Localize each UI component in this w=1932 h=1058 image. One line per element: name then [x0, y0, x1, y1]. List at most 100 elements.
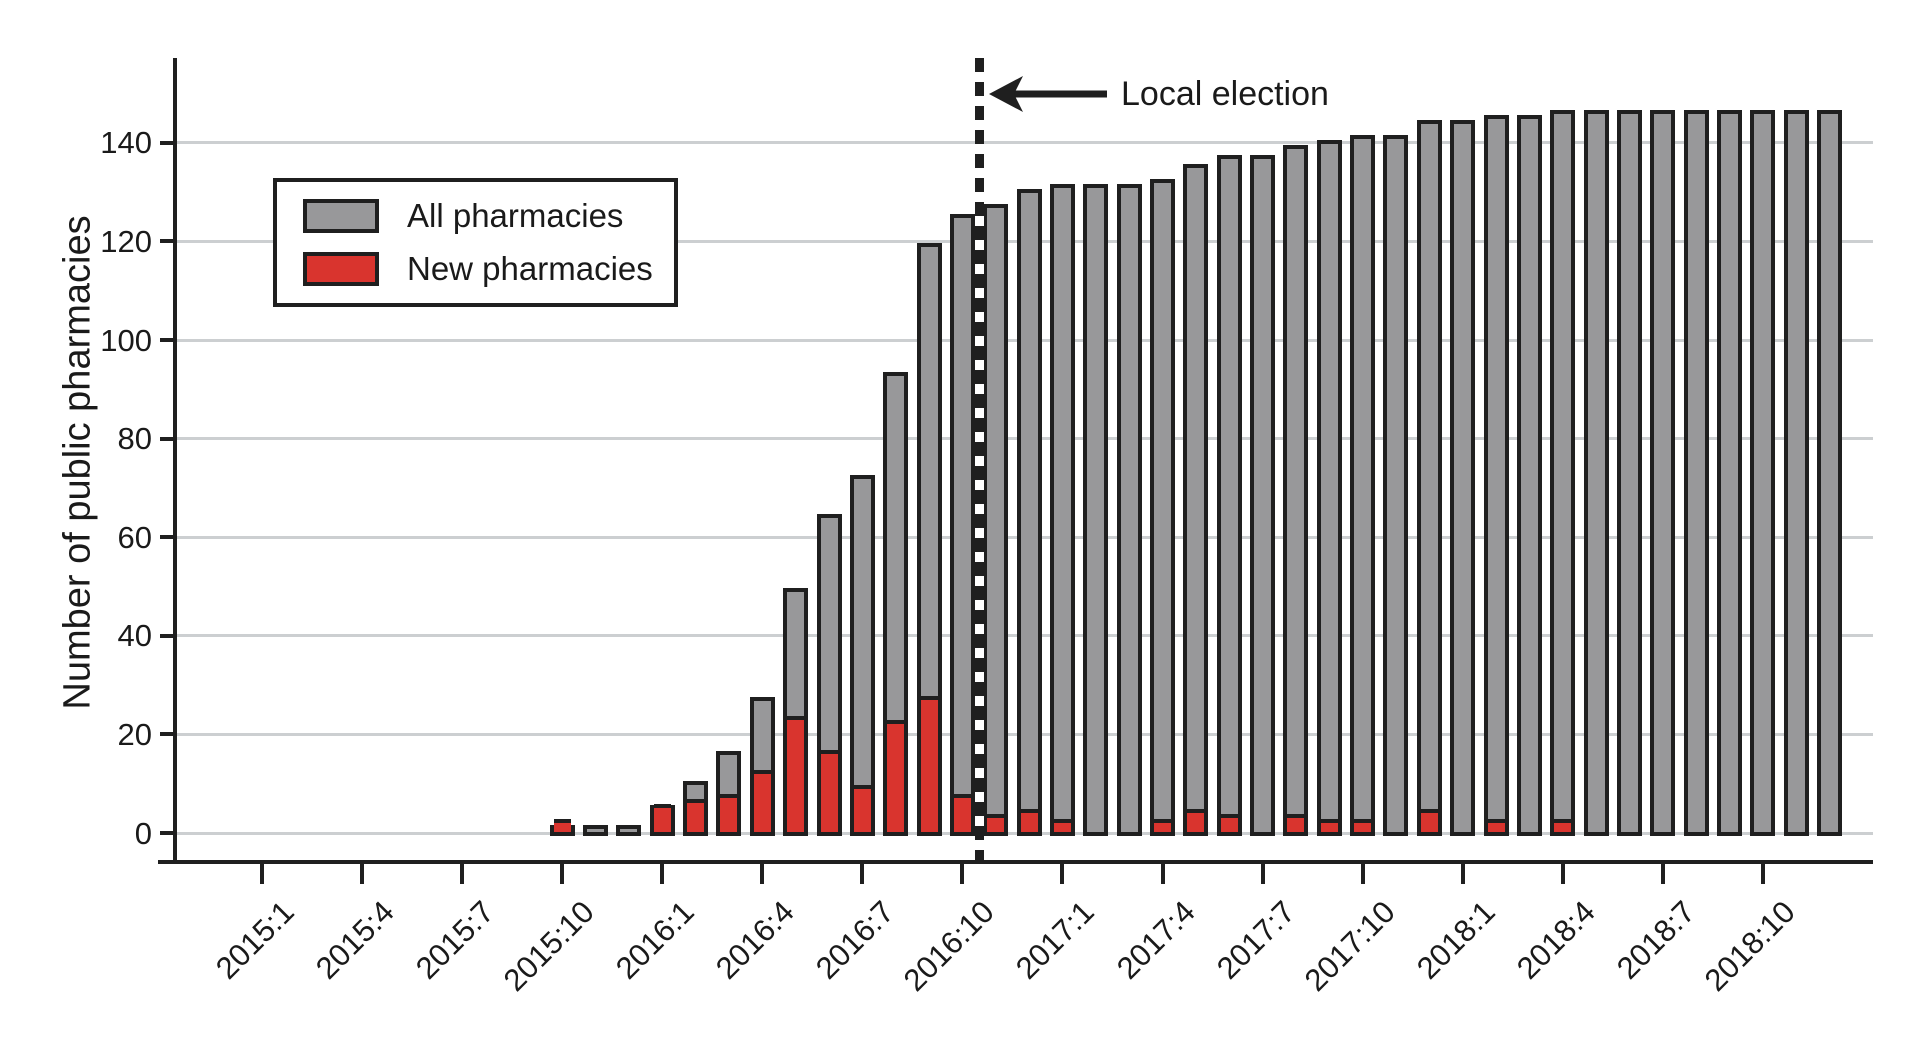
bar-new-2017:6 [1220, 814, 1238, 832]
x-tick-label-2017:4: 2017:4 [1109, 894, 1202, 986]
x-tick-label-2017:7: 2017:7 [1209, 894, 1302, 986]
bar-2015:11 [583, 825, 608, 836]
bar-new-2016:7 [853, 785, 871, 832]
y-tick-0 [160, 831, 175, 835]
x-tick-label-2016:4: 2016:4 [709, 894, 802, 986]
bar-2017:1 [1049, 184, 1075, 836]
bar-new-2016:9 [920, 696, 938, 832]
bar-2018:8 [1683, 110, 1709, 836]
bar-new-2017:9 [1320, 819, 1338, 832]
bar-2016:11 [983, 204, 1009, 836]
bar-2016:9 [916, 243, 942, 836]
bar-2018:9 [1716, 110, 1742, 836]
legend-label-new-pharmacies: New pharmacies [407, 250, 653, 287]
legend-label-all-pharmacies: All pharmacies [407, 197, 624, 234]
gridline-y-140 [175, 141, 1873, 145]
bar-2017:7 [1250, 155, 1275, 836]
x-tick-2015:1 [260, 862, 264, 884]
bar-2017:10 [1350, 135, 1375, 836]
y-tick-label-60: 60 [117, 519, 152, 555]
x-tick-label-2018:4: 2018:4 [1509, 894, 1602, 986]
x-tick-2016:7 [860, 862, 865, 884]
y-tick-40 [160, 633, 175, 638]
bar-2017:11 [1383, 135, 1409, 836]
bar-2016:5 [783, 588, 809, 836]
new-pharmacies-swatch-icon [303, 252, 379, 286]
y-tick-label-100: 100 [100, 322, 152, 358]
bar-new-2016:5 [787, 716, 805, 832]
bar-2017:6 [1216, 155, 1242, 836]
x-tick-2015:4 [360, 862, 365, 884]
bar-new-2016:10 [953, 794, 971, 832]
x-tick-label-2016:7: 2016:7 [809, 894, 902, 986]
y-tick-120 [160, 239, 175, 244]
x-tick-2018:1 [1460, 862, 1465, 884]
y-tick-100 [160, 338, 175, 342]
x-tick-label-2015:1: 2015:1 [208, 894, 301, 986]
y-tick-60 [160, 535, 175, 540]
x-tick-2017:10 [1360, 862, 1365, 884]
bar-new-2017:12 [1420, 809, 1438, 832]
bar-2017:3 [1116, 184, 1142, 836]
x-tick-2015:7 [460, 862, 465, 884]
x-tick-label-2016:10: 2016:10 [897, 894, 1002, 998]
x-tick-label-2016:1: 2016:1 [609, 894, 701, 986]
bar-2017:2 [1083, 184, 1109, 836]
y-tick-140 [160, 140, 175, 145]
legend: All pharmacies New pharmacies [273, 178, 678, 307]
bar-new-2017:5 [1187, 809, 1205, 832]
y-tick-label-120: 120 [100, 223, 152, 259]
bar-2018:12 [1817, 110, 1842, 836]
bar-2015:12 [616, 825, 642, 836]
x-tick-2018:10 [1760, 862, 1765, 884]
x-tick-label-2015:4: 2015:4 [309, 894, 401, 986]
all-pharmacies-swatch-icon [303, 199, 379, 233]
bar-2016:6 [816, 514, 842, 836]
y-tick-label-0: 0 [134, 815, 152, 851]
y-tick-label-140: 140 [100, 125, 152, 161]
bar-new-2016:1 [653, 804, 671, 832]
y-tick-label-40: 40 [117, 618, 152, 654]
bar-2018:7 [1650, 110, 1676, 836]
bar-new-2016:8 [887, 720, 905, 832]
x-tick-label-2017:1: 2017:1 [1009, 894, 1102, 986]
bar-new-2018:4 [1554, 819, 1572, 832]
x-tick-2016:1 [660, 862, 665, 884]
legend-row-all-pharmacies: All pharmacies [277, 197, 674, 235]
x-tick-label-2017:10: 2017:10 [1297, 894, 1402, 998]
bar-new-2016:11 [987, 814, 1005, 832]
bar-2018:3 [1516, 115, 1542, 836]
bar-new-2017:10 [1354, 819, 1371, 832]
bar-new-2016:12 [1020, 809, 1038, 832]
x-tick-2017:4 [1160, 862, 1165, 884]
x-tick-label-2018:10: 2018:10 [1697, 894, 1802, 998]
y-tick-label-20: 20 [117, 716, 152, 752]
election-dashed-line [974, 58, 984, 872]
bar-2018:1 [1450, 120, 1476, 836]
x-axis-line [158, 860, 1873, 864]
legend-row-new-pharmacies: New pharmacies [277, 250, 674, 288]
bar-2016:7 [849, 475, 875, 836]
election-annotation-label: Local election [1121, 75, 1329, 113]
left-arrow-icon [989, 76, 1107, 112]
bar-2016:12 [1016, 189, 1042, 836]
bar-2015:10 [549, 819, 575, 836]
bar-2016:2 [683, 781, 708, 836]
x-tick-2017:1 [1060, 862, 1065, 884]
bar-2018:4 [1550, 110, 1576, 836]
x-tick-2018:7 [1660, 862, 1665, 884]
bar-2016:8 [883, 372, 909, 836]
y-tick-20 [160, 732, 175, 737]
bar-2016:4 [749, 697, 775, 836]
x-tick-label-2015:7: 2015:7 [409, 894, 501, 986]
bar-new-2016:3 [720, 794, 738, 832]
bar-2018:6 [1616, 110, 1642, 836]
bar-2018:2 [1483, 115, 1509, 836]
bar-new-2017:8 [1287, 814, 1305, 832]
y-axis-line [173, 58, 177, 864]
bar-new-2016:6 [820, 750, 838, 832]
x-tick-2015:10 [560, 862, 565, 884]
x-tick-2016:4 [760, 862, 765, 884]
